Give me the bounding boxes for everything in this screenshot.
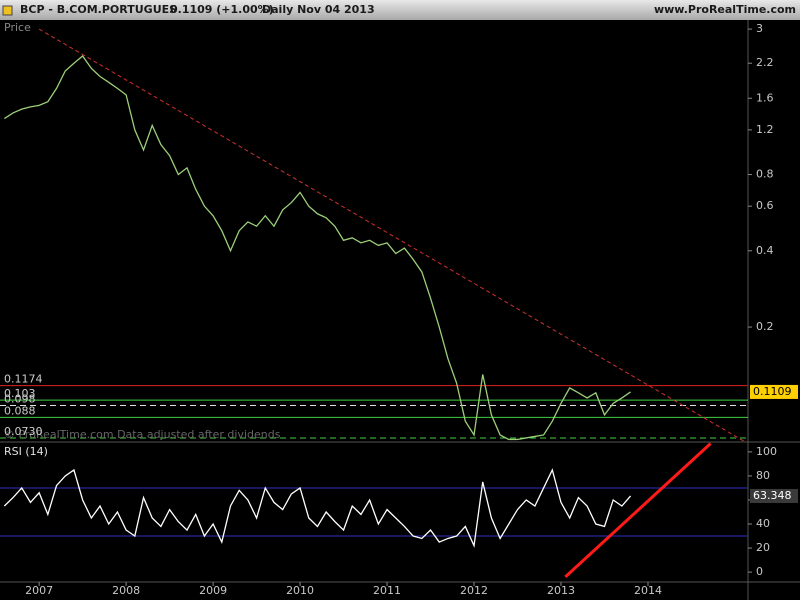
header-icon <box>2 5 13 16</box>
source: www.ProRealTime.com <box>654 3 796 16</box>
header-bar <box>0 0 800 20</box>
series-line <box>3 468 632 548</box>
x-tick-label: 2008 <box>112 584 140 597</box>
trend-line <box>38 28 744 442</box>
y-tick-label: 0.8 <box>756 168 774 181</box>
y-tick-label: 0 <box>756 565 763 578</box>
y-tick-label: 20 <box>756 541 770 554</box>
y-tick-label: 0.6 <box>756 199 774 212</box>
x-tick-label: 2012 <box>460 584 488 597</box>
watermark: © ProRealTime.com Data adjusted after di… <box>4 428 281 441</box>
level-label: 0.088 <box>4 404 36 417</box>
last-value-box <box>750 384 798 399</box>
y-tick-label: 40 <box>756 517 770 530</box>
last-value-label: 0.1109 <box>753 385 792 398</box>
series-line <box>3 55 631 441</box>
quote: 0.1109 (+1.00%) <box>170 3 274 16</box>
y-tick-label: 0.2 <box>756 320 774 333</box>
x-tick-label: 2011 <box>373 584 401 597</box>
y-tick-label: 100 <box>756 445 777 458</box>
x-tick-label: 2013 <box>547 584 575 597</box>
level-label: 0.1174 <box>4 373 43 386</box>
x-tick-label: 2014 <box>634 584 662 597</box>
y-tick-label: 3 <box>756 22 763 35</box>
last-value-label: 63.348 <box>753 489 792 502</box>
symbol: BCP - B.COM.PORTUGUES <box>20 3 177 16</box>
x-tick-label: 2009 <box>199 584 227 597</box>
period: Daily Nov 04 2013 <box>262 3 375 16</box>
level-label: 0.103 <box>4 387 36 400</box>
y-tick-label: 0.4 <box>756 244 774 257</box>
y-tick-label: 80 <box>756 469 770 482</box>
y-tick-label: 2.2 <box>756 56 774 69</box>
x-tick-label: 2010 <box>286 584 314 597</box>
y-axis-label: Price <box>4 21 31 34</box>
y-tick-label: 1.6 <box>756 91 774 104</box>
level-label: 0.0730 <box>4 425 43 438</box>
last-value-box <box>750 488 798 503</box>
x-tick-label: 2007 <box>25 584 53 597</box>
panel-title: RSI (14) <box>4 445 48 458</box>
y-tick-label: 1.2 <box>756 123 774 136</box>
level-label: 0.098 <box>4 393 36 406</box>
trend-line <box>564 442 712 579</box>
